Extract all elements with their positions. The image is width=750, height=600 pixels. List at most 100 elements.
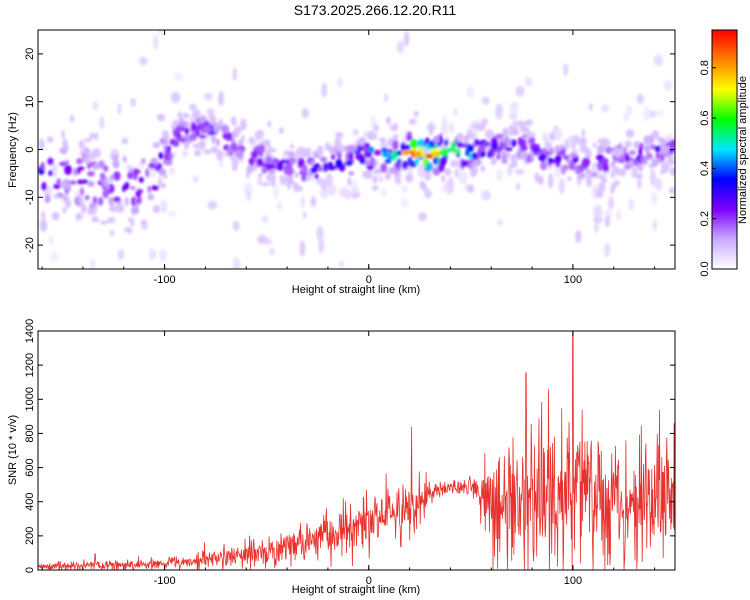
spectral-blob-faint [318, 239, 325, 254]
spectral-blob [467, 145, 474, 152]
spectral-blob [506, 137, 511, 147]
spectral-blob [363, 145, 368, 154]
spectral-blob [463, 160, 469, 167]
spectral-blob [56, 178, 61, 186]
spectral-blob-faint [203, 92, 213, 101]
spectrogram-ylabel: Frequency (Hz) [7, 112, 19, 188]
spectral-blob-faint [655, 110, 663, 116]
spectral-blob [310, 160, 314, 166]
spectral-blob [439, 157, 447, 166]
spectral-blob-faint [50, 252, 59, 262]
spectral-blob [347, 177, 352, 187]
spectral-blob [490, 157, 497, 165]
spectral-blob [480, 165, 486, 172]
spectral-blob [289, 144, 294, 149]
spectral-blob [91, 216, 100, 223]
chart-title: S173.2025.266.12.20.R11 [294, 2, 457, 18]
spectral-blob [40, 162, 45, 171]
spectral-blob-faint [99, 116, 105, 130]
spectral-blob [98, 160, 105, 169]
spectral-blob [246, 164, 254, 174]
spectral-blob [191, 124, 196, 132]
spectral-blob-faint [384, 93, 389, 103]
spectral-blob [73, 167, 78, 176]
spectral-blob [44, 195, 51, 204]
spectral-blob-faint [553, 128, 563, 142]
spectral-blob-faint [92, 100, 99, 111]
spectral-blob [103, 186, 108, 193]
spectral-blob [84, 156, 90, 165]
spectral-blob [531, 131, 536, 139]
spectral-blob [612, 147, 622, 158]
spectral-blob [261, 167, 267, 174]
spectral-blob [397, 158, 402, 165]
y-tick-label: -10 [24, 189, 36, 205]
spectral-blob [78, 140, 85, 149]
spectral-blob [536, 151, 542, 156]
spectral-blob [264, 156, 273, 164]
spectral-blob-faint [400, 197, 409, 208]
spectral-blob-faint [117, 103, 122, 115]
spectral-blob-faint [454, 168, 459, 179]
spectral-blob [424, 171, 432, 181]
spectral-blob [381, 151, 390, 158]
spectral-blob [610, 170, 615, 179]
spectral-blob-faint [585, 173, 592, 188]
spectral-blob-faint [327, 183, 337, 197]
spectral-blob [456, 152, 461, 158]
spectral-blob [495, 147, 501, 154]
spectral-blob [197, 123, 204, 131]
spectral-blob [258, 172, 263, 178]
spectral-blob [124, 197, 130, 207]
spectral-blob [283, 176, 290, 185]
spectral-blob [636, 172, 643, 180]
spectral-blob [642, 156, 648, 166]
spectral-blob [545, 141, 553, 150]
spectral-blob [93, 162, 99, 171]
spectral-blob [655, 152, 660, 160]
spectral-blob [59, 147, 68, 155]
spectral-blob [276, 161, 284, 171]
spectral-blob [127, 171, 134, 180]
spectral-blob [135, 205, 140, 215]
spectral-blob [301, 173, 307, 182]
spectral-blob [310, 199, 317, 205]
spectral-blob-faint [316, 226, 324, 241]
spectral-blob [248, 157, 255, 166]
spectral-blob [161, 183, 166, 189]
spectral-blob [438, 137, 444, 145]
spectral-blob [61, 129, 65, 139]
spectrogram-blobs [38, 30, 675, 269]
spectral-blob [289, 157, 297, 165]
y-tick-label: 200 [24, 527, 36, 545]
spectral-blob [177, 111, 183, 119]
spectral-blob [380, 163, 388, 173]
spectral-blob-faint [160, 199, 168, 214]
spectral-blob [61, 193, 69, 202]
spectral-blob [495, 133, 504, 139]
spectral-blob-faint [593, 205, 603, 219]
spectral-blob [538, 153, 547, 162]
spectral-blob [511, 161, 516, 169]
spectral-blob [152, 205, 161, 214]
spectral-blob [517, 120, 523, 126]
spectral-blob-faint [302, 211, 307, 219]
snr-series-line [38, 331, 675, 570]
spectral-blob [645, 152, 653, 160]
snr-frame [37, 330, 676, 571]
spectral-blob [567, 176, 572, 182]
spectral-blob [585, 169, 591, 174]
spectral-blob [163, 155, 171, 161]
spectral-blob [208, 112, 214, 121]
spectral-blob-faint [380, 141, 389, 150]
spectral-blob [111, 154, 116, 161]
spectral-blob [116, 204, 125, 213]
spectral-blob [151, 185, 160, 191]
spectral-blob-faint [188, 103, 197, 111]
spectral-blob [78, 197, 84, 205]
spectral-blob [183, 141, 190, 150]
spectral-blob [487, 150, 492, 158]
spectral-blob [295, 148, 303, 155]
